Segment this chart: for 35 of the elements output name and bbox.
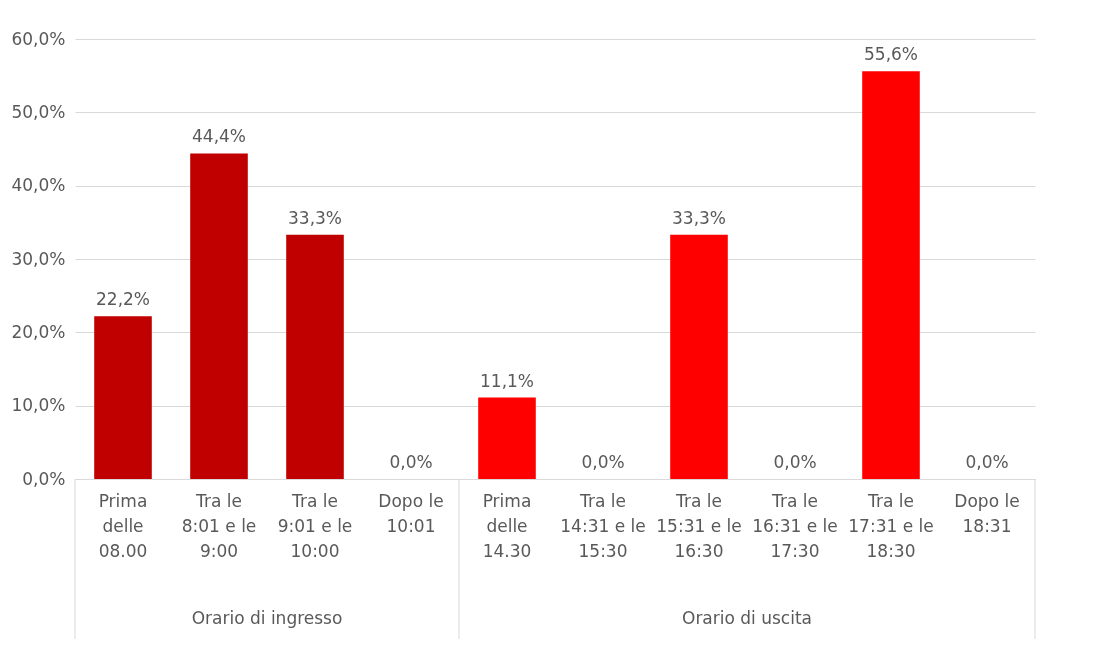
data-label: 44,4% [191,126,247,147]
x-tick-label: Prima delle 08.00 [98,490,148,561]
bar [286,234,344,479]
bar [94,316,152,479]
data-label: 22,2% [95,289,151,310]
bar [478,397,536,479]
data-label: 33,3% [671,207,727,228]
y-tick-label: 10,0% [11,395,66,416]
y-tick-label: 0,0% [22,468,66,489]
bar [670,234,728,479]
y-tick-label: 50,0% [11,101,66,122]
y-tick-label: 20,0% [11,321,66,342]
x-tick-label: Tra le 14:31 e le 15:30 [560,490,646,561]
data-label: 0,0% [965,452,1009,472]
bar [190,153,248,479]
bar [862,71,920,479]
data-label: 11,1% [479,370,535,391]
x-tick-label: Dopo le 10:01 [378,490,444,536]
x-tick-label: Dopo le 18:31 [954,490,1020,536]
x-tick-label: Prima delle 14.30 [482,490,532,561]
x-tick-label: Tra le 8:01 e le 9:00 [181,490,257,561]
y-tick-label: 30,0% [11,248,66,269]
data-label: 0,0% [581,452,625,472]
y-tick-label: 40,0% [11,175,66,196]
data-label: 0,0% [389,452,433,472]
x-tick-label: Tra le 17:31 e le 18:30 [848,490,934,561]
x-tick-label: Tra le 9:01 e le 10:00 [277,490,353,561]
text: Orario di ingresso [191,608,343,628]
x-tick-label: Tra le 15:31 e le 16:30 [656,490,742,561]
y-tick-label: 60,0% [11,28,66,49]
data-label: 0,0% [773,452,817,472]
text: Orario di uscita [681,608,813,628]
data-label: 55,6% [863,44,919,65]
x-tick-label: Tra le 16:31 e le 17:30 [752,490,838,561]
data-label: 33,3% [287,207,343,228]
